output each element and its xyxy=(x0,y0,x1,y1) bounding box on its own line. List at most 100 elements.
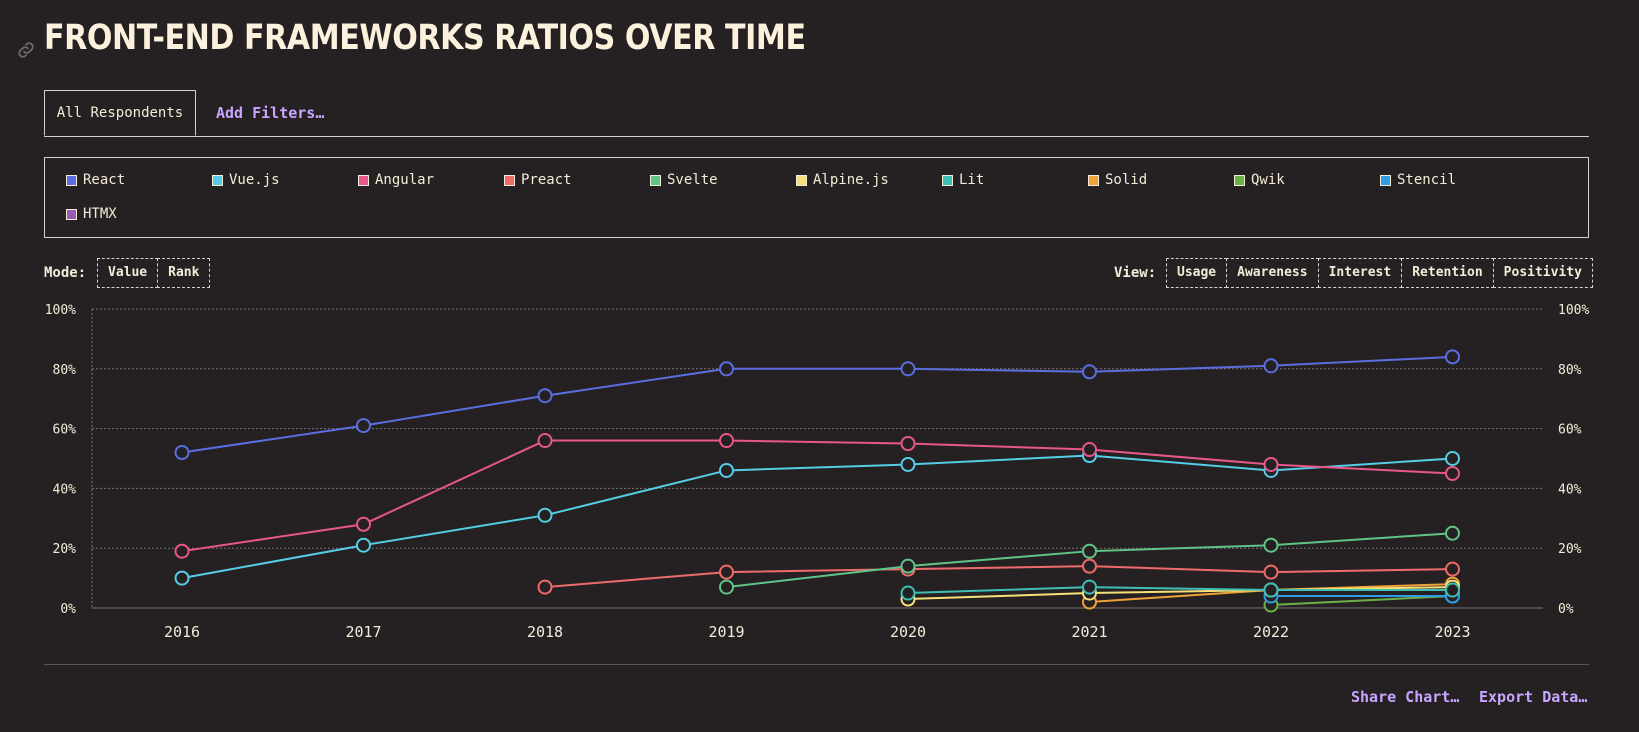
series-line-preact xyxy=(544,565,1453,589)
add-filters-link[interactable]: Add Filters… xyxy=(216,104,325,122)
y-tick-label-right: 20% xyxy=(1558,542,1582,557)
legend-label: Preact xyxy=(521,172,572,188)
data-point-vue-js xyxy=(174,570,190,586)
legend-item-htmx[interactable]: HTMX xyxy=(66,206,117,222)
data-point-preact xyxy=(1082,558,1097,574)
series-line-react xyxy=(181,355,1453,454)
legend-label: HTMX xyxy=(83,206,117,222)
y-tick-label-right: 0% xyxy=(1558,602,1574,617)
data-point-react xyxy=(174,445,190,461)
data-point-svelte xyxy=(719,579,734,595)
legend-label: Vue.js xyxy=(229,172,280,188)
legend-swatch xyxy=(504,174,515,186)
series-line-qwik xyxy=(1270,595,1453,607)
legend-swatch xyxy=(212,174,223,186)
page-title: FRONT-END FRAMEWORKS RATIOS OVER TIME xyxy=(44,18,806,58)
data-point-angular xyxy=(356,516,371,532)
legend-swatch xyxy=(796,174,807,186)
series-line-alpine-js xyxy=(907,586,1453,601)
legend-label: Solid xyxy=(1105,172,1148,188)
tab-all-respondents[interactable]: All Respondents xyxy=(44,90,196,136)
share-chart-link[interactable]: Share Chart… xyxy=(1351,688,1460,706)
line-chart: 0% 0% 20% 20% 40% 40% 60% 60% 80% 80% 100% 100% 2016… xyxy=(45,303,1590,641)
legend-item-stencil[interactable]: Stencil xyxy=(1380,172,1456,188)
data-point-angular xyxy=(1263,456,1279,472)
x-tick-label: 2019 xyxy=(708,623,744,641)
legend-item-solid[interactable]: Solid xyxy=(1088,172,1147,188)
data-point-react xyxy=(537,388,553,404)
data-point-lit xyxy=(1263,582,1279,598)
data-point-preact xyxy=(1445,561,1460,577)
link-icon[interactable] xyxy=(15,39,37,61)
legend-item-svelte[interactable]: Svelte xyxy=(650,172,718,188)
legend-item-qwik[interactable]: Qwik xyxy=(1234,172,1285,188)
legend-swatch xyxy=(66,174,77,186)
data-point-preact xyxy=(719,564,734,580)
data-point-angular xyxy=(719,433,734,449)
y-tick-label-right: 100% xyxy=(1558,303,1589,318)
data-point-preact xyxy=(537,579,553,595)
legend-label: Svelte xyxy=(667,172,718,188)
y-tick-label-right: 40% xyxy=(1558,482,1582,497)
data-point-vue-js xyxy=(900,456,916,472)
legend: React Vue.js Angular Preact Svelte Alpin… xyxy=(44,157,1589,238)
data-point-vue-js xyxy=(719,462,734,478)
data-point-preact xyxy=(1263,564,1279,580)
legend-item-angular[interactable]: Angular xyxy=(358,172,434,188)
export-data-link[interactable]: Export Data… xyxy=(1479,688,1588,706)
data-point-react xyxy=(900,361,916,377)
legend-swatch xyxy=(942,174,953,186)
legend-item-vuejs[interactable]: Vue.js xyxy=(212,172,280,188)
y-tick-label-right: 60% xyxy=(1558,423,1582,438)
view-label: View: xyxy=(1114,265,1157,281)
legend-swatch xyxy=(1234,174,1245,186)
legend-item-alpinejs[interactable]: Alpine.js xyxy=(796,172,889,188)
data-point-react xyxy=(1082,364,1097,380)
view-positivity-button[interactable]: Positivity xyxy=(1492,258,1593,288)
legend-item-preact[interactable]: Preact xyxy=(504,172,572,188)
view-retention-button[interactable]: Retention xyxy=(1401,258,1494,288)
x-tick-label: 2023 xyxy=(1434,623,1470,641)
y-tick-label-left: 80% xyxy=(53,363,77,378)
data-point-angular xyxy=(174,543,190,559)
y-tick-label-left: 0% xyxy=(60,602,76,617)
mode-value-button[interactable]: Value xyxy=(97,258,159,288)
x-tick-label: 2021 xyxy=(1071,623,1107,641)
y-tick-label-left: 100% xyxy=(45,303,76,318)
mode-label: Mode: xyxy=(44,265,87,281)
y-tick-label-left: 40% xyxy=(53,482,77,497)
legend-swatch xyxy=(358,174,369,186)
legend-label: Angular xyxy=(375,172,435,188)
y-tick-label-right: 80% xyxy=(1558,363,1582,378)
mode-toggle: Value Rank xyxy=(97,258,211,288)
data-point-svelte xyxy=(1263,537,1279,553)
data-point-lit xyxy=(1082,579,1097,595)
data-point-react xyxy=(356,418,371,434)
mode-rank-button[interactable]: Rank xyxy=(157,258,211,288)
footer-divider xyxy=(44,664,1589,665)
view-interest-button[interactable]: Interest xyxy=(1317,258,1403,288)
x-tick-label: 2016 xyxy=(164,623,200,641)
series-line-vue-js xyxy=(181,454,1453,580)
data-point-angular xyxy=(1082,442,1097,458)
legend-swatch xyxy=(1380,174,1391,186)
x-tick-label: 2022 xyxy=(1253,623,1289,641)
view-toggle: Usage Awareness Interest Retention Posit… xyxy=(1166,258,1593,288)
data-point-lit xyxy=(900,585,916,601)
legend-label: Alpine.js xyxy=(813,172,889,188)
legend-item-lit[interactable]: Lit xyxy=(942,172,984,188)
x-tick-label: 2017 xyxy=(345,623,381,641)
series-line-lit xyxy=(907,586,1453,595)
data-point-react xyxy=(1445,349,1460,365)
legend-label: Lit xyxy=(959,172,985,188)
view-usage-button[interactable]: Usage xyxy=(1166,258,1228,288)
data-point-angular xyxy=(900,436,916,452)
legend-swatch xyxy=(66,208,77,220)
legend-item-react[interactable]: React xyxy=(66,172,125,188)
data-point-vue-js xyxy=(1445,451,1460,466)
x-tick-label: 2018 xyxy=(527,623,563,641)
legend-swatch xyxy=(650,174,661,186)
legend-label: Stencil xyxy=(1397,172,1457,188)
view-awareness-button[interactable]: Awareness xyxy=(1226,258,1319,288)
data-point-lit xyxy=(1445,582,1460,598)
